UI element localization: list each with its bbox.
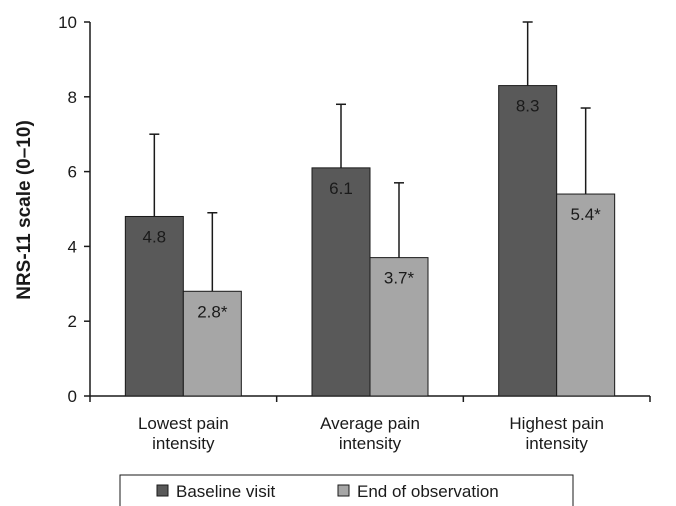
category-label: Lowest pain (138, 414, 229, 433)
legend-swatch (337, 484, 350, 497)
y-tick-label: 0 (68, 387, 77, 406)
y-tick-label: 10 (58, 13, 77, 32)
bar (556, 193, 616, 397)
data-label: 5.4* (571, 205, 602, 224)
category-label: Highest pain (509, 414, 604, 433)
data-label: 3.7* (384, 269, 415, 288)
y-tick-label: 4 (68, 237, 77, 256)
legend-label: End of observation (357, 482, 499, 501)
legend-swatch (156, 484, 169, 497)
category-label: intensity (525, 434, 588, 453)
bar (311, 167, 371, 397)
bar (498, 85, 558, 397)
data-label: 6.1 (329, 179, 353, 198)
category-label: intensity (339, 434, 402, 453)
y-axis-title: NRS-11 scale (0–10) (14, 120, 35, 300)
legend-label: Baseline visit (176, 482, 275, 501)
y-tick-label: 6 (68, 163, 77, 182)
data-label: 2.8* (197, 302, 228, 321)
category-label: Average pain (320, 414, 420, 433)
data-label: 4.8 (143, 227, 167, 246)
bar (182, 290, 242, 397)
data-label: 8.3 (516, 97, 540, 116)
legend: Baseline visit End of observation (119, 474, 574, 506)
y-tick-label: 8 (68, 88, 77, 107)
legend-frame (119, 474, 574, 506)
bar (369, 257, 429, 397)
category-label: intensity (152, 434, 215, 453)
y-tick-label: 2 (68, 312, 77, 331)
